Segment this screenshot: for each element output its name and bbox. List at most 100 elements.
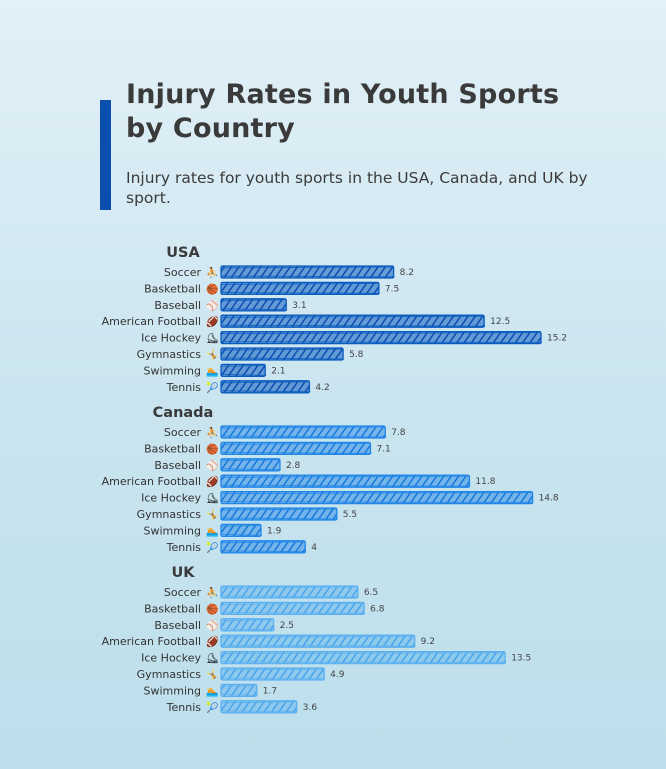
bar-canada-ice-hockey: [220, 490, 534, 505]
category-label-baseball: Baseball: [154, 299, 201, 312]
category-label-ice-hockey: Ice Hockey: [141, 652, 201, 665]
category-label-soccer: Soccer: [164, 266, 202, 279]
bar-sketch-canada-swimming: [221, 524, 263, 536]
bar-usa-basketball: [220, 281, 380, 296]
value-label-uk-gymnastics: 4.9: [330, 670, 345, 680]
value-label-uk-american-football: 9.2: [421, 637, 435, 647]
bar-sketch-usa-ice-hockey: [221, 332, 543, 344]
bar-sketch-usa-baseball: [221, 299, 288, 311]
bar-sketch-uk-soccer: [221, 586, 359, 598]
category-label-soccer: Soccer: [164, 426, 202, 439]
swimming-icon: 🏊: [206, 526, 218, 537]
bar-sketch-canada-soccer: [221, 426, 387, 438]
bar-sketch-canada-baseball: [221, 459, 281, 471]
tennis-icon: 🎾: [206, 381, 219, 394]
category-label-ice-hockey: Ice Hockey: [141, 332, 201, 345]
value-label-uk-soccer: 6.5: [364, 588, 378, 598]
category-label-baseball: Baseball: [154, 619, 201, 632]
value-label-canada-tennis: 4: [311, 543, 317, 553]
bar-usa-swimming: [220, 363, 266, 378]
bar-canada-swimming: [220, 523, 262, 538]
soccer-icon: ⛹: [206, 266, 218, 279]
category-label-tennis: Tennis: [166, 381, 202, 394]
value-label-canada-baseball: 2.8: [286, 461, 301, 471]
baseball-icon: ⚾: [205, 619, 218, 632]
bar-usa-american-football: [220, 314, 485, 328]
category-label-ice-hockey: Ice Hockey: [141, 492, 201, 505]
bar-canada-gymnastics: [220, 507, 338, 521]
gymnastics-icon: 🤸: [206, 668, 218, 681]
bar-sketch-usa-basketball: [221, 282, 380, 294]
chart-subtitle: Injury rates for youth sports in the USA…: [126, 169, 588, 207]
bar-sketch-uk-american-football: [221, 635, 416, 647]
group-title-uk: UK: [171, 565, 195, 581]
bar-sketch-canada-ice-hockey: [221, 492, 534, 504]
bar-usa-gymnastics: [220, 347, 344, 361]
category-label-swimming: Swimming: [144, 364, 201, 377]
bar-uk-tennis: [220, 700, 298, 714]
swimming-icon: 🏊: [206, 366, 218, 377]
value-label-canada-gymnastics: 5.5: [343, 510, 357, 520]
bar-sketch-uk-tennis: [221, 701, 298, 713]
soccer-icon: ⛹: [206, 586, 218, 599]
bar-usa-tennis: [220, 380, 311, 394]
bar-canada-basketball: [220, 441, 372, 456]
bar-uk-basketball: [220, 601, 365, 616]
bar-sketch-usa-swimming: [221, 364, 267, 376]
value-label-usa-ice-hockey: 15.2: [547, 334, 567, 344]
category-label-baseball: Baseball: [154, 459, 201, 472]
category-label-american-football: American Football: [102, 475, 201, 488]
category-label-swimming: Swimming: [144, 684, 201, 697]
american-football-icon: 🏈: [206, 315, 218, 328]
category-label-gymnastics: Gymnastics: [137, 348, 202, 361]
value-label-canada-soccer: 7.8: [391, 428, 406, 438]
category-label-soccer: Soccer: [164, 586, 202, 599]
ice-hockey-icon: ⛸: [206, 333, 219, 345]
bar-canada-tennis: [220, 540, 306, 554]
basketball-icon: 🏀: [206, 602, 219, 615]
bar-canada-soccer: [220, 425, 386, 439]
american-football-icon: 🏈: [206, 635, 218, 648]
value-label-usa-soccer: 8.2: [400, 268, 414, 278]
bar-sketch-uk-basketball: [221, 602, 366, 614]
value-label-usa-gymnastics: 5.8: [349, 350, 364, 360]
bar-sketch-canada-american-football: [221, 475, 471, 487]
basketball-icon: 🏀: [206, 282, 219, 295]
value-label-canada-american-football: 11.8: [475, 477, 495, 487]
bar-sketch-canada-basketball: [221, 442, 372, 454]
bar-uk-soccer: [220, 585, 359, 599]
bar-usa-baseball: [220, 298, 287, 312]
value-label-uk-basketball: 6.8: [370, 604, 385, 614]
value-label-usa-swimming: 2.1: [271, 366, 285, 376]
bar-sketch-uk-swimming: [221, 684, 258, 696]
bar-sketch-uk-baseball: [221, 619, 275, 631]
group-title-usa: USA: [166, 245, 200, 261]
category-label-tennis: Tennis: [166, 701, 202, 714]
category-label-basketball: Basketball: [144, 442, 201, 455]
value-label-usa-baseball: 3.1: [292, 301, 306, 311]
group-title-canada: Canada: [153, 405, 214, 421]
category-label-american-football: American Football: [102, 315, 201, 328]
bar-sketch-usa-gymnastics: [221, 348, 345, 360]
bar-uk-baseball: [220, 618, 275, 632]
ice-hockey-icon: ⛸: [206, 653, 219, 665]
value-label-uk-swimming: 1.7: [263, 686, 277, 696]
category-label-american-football: American Football: [102, 635, 201, 648]
chart-title: Injury Rates in Youth Sports by Country: [126, 79, 560, 144]
category-label-basketball: Basketball: [144, 282, 201, 295]
value-label-canada-swimming: 1.9: [267, 526, 282, 536]
bar-uk-gymnastics: [220, 667, 325, 681]
tennis-icon: 🎾: [206, 541, 219, 554]
value-label-usa-basketball: 7.5: [385, 284, 399, 294]
gymnastics-icon: 🤸: [206, 508, 218, 521]
ice-hockey-icon: ⛸: [206, 493, 219, 505]
swimming-icon: 🏊: [206, 686, 218, 697]
category-label-gymnastics: Gymnastics: [137, 508, 202, 521]
value-label-uk-ice-hockey: 13.5: [511, 654, 531, 664]
accent-bar: [100, 100, 111, 210]
value-label-usa-american-football: 12.5: [490, 317, 510, 327]
bar-canada-american-football: [220, 474, 471, 488]
tennis-icon: 🎾: [206, 701, 219, 714]
american-football-icon: 🏈: [206, 475, 218, 488]
